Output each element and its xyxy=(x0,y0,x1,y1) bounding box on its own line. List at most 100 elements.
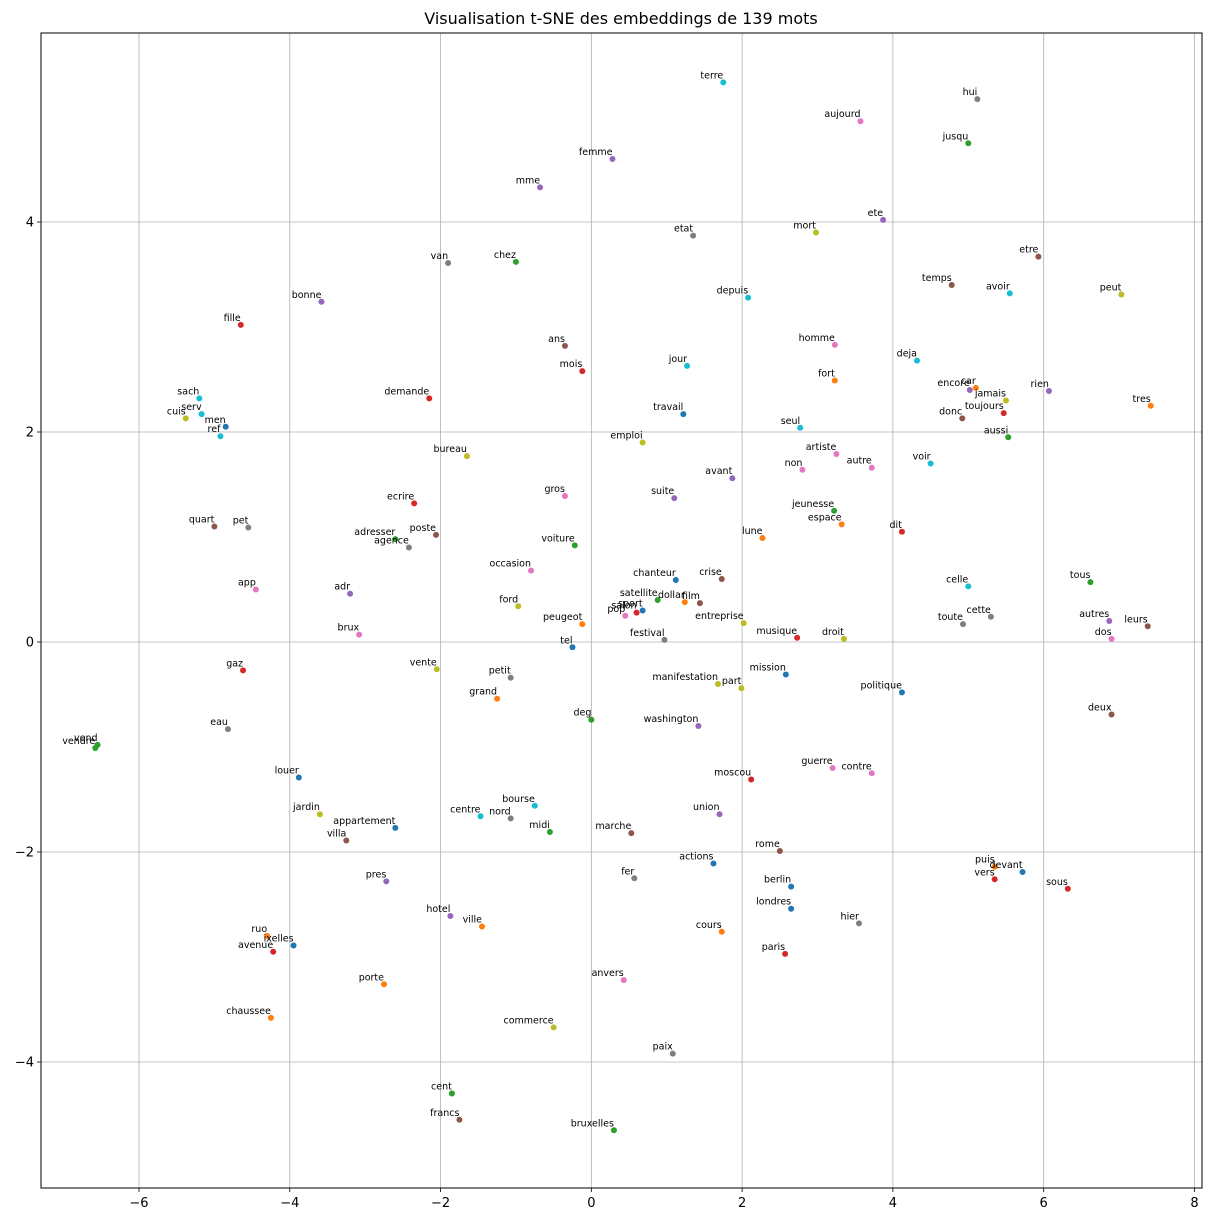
data-point xyxy=(571,542,578,549)
data-label: adresser xyxy=(354,527,395,538)
x-tick-label: 0 xyxy=(587,1196,595,1211)
data-point xyxy=(696,600,703,607)
data-label: bureau xyxy=(434,444,467,455)
data-point xyxy=(1045,388,1052,395)
data-label: etat xyxy=(674,224,693,235)
data-label: chez xyxy=(494,250,516,261)
data-label: temps xyxy=(922,273,952,284)
data-point xyxy=(426,395,433,402)
data-label: cuis xyxy=(167,406,186,417)
data-label: mois xyxy=(560,359,583,370)
data-point xyxy=(1087,579,1094,586)
data-point xyxy=(738,685,745,692)
data-point xyxy=(868,464,875,471)
data-label: cours xyxy=(696,920,722,931)
data-label: travail xyxy=(653,402,683,413)
data-label: louer xyxy=(275,765,299,776)
data-label: film xyxy=(682,591,700,602)
data-label: sport xyxy=(618,599,643,610)
data-point xyxy=(1106,618,1113,624)
data-point xyxy=(528,567,535,574)
data-label: hui xyxy=(963,87,978,98)
data-point xyxy=(537,184,544,191)
data-point xyxy=(716,811,723,818)
data-point xyxy=(252,586,259,593)
data-point xyxy=(92,745,99,752)
data-point xyxy=(788,883,795,890)
data-label: app xyxy=(238,578,256,589)
data-label: etre xyxy=(1019,245,1038,256)
data-point xyxy=(829,765,836,771)
data-label: femme xyxy=(579,147,613,158)
data-point xyxy=(579,621,586,628)
data-point xyxy=(794,634,801,641)
data-point xyxy=(720,79,727,86)
data-label: gros xyxy=(544,484,565,495)
data-label: autre xyxy=(847,456,872,467)
data-label: depuis xyxy=(717,286,749,297)
x-tick-label: 6 xyxy=(1040,1196,1048,1211)
data-label: sous xyxy=(1046,877,1068,888)
data-label: ford xyxy=(499,594,518,605)
data-point xyxy=(898,528,905,535)
data-point xyxy=(356,631,363,638)
data-point xyxy=(290,942,297,949)
data-label: mission xyxy=(750,663,786,674)
data-label: ruo xyxy=(251,924,267,935)
data-label: ete xyxy=(868,208,884,219)
data-label: men xyxy=(205,415,226,426)
data-label: jamais xyxy=(974,389,1006,400)
data-label: devant xyxy=(989,860,1022,871)
x-tick-label: −6 xyxy=(129,1196,148,1211)
data-label: salon xyxy=(611,601,636,612)
data-label: gaz xyxy=(226,658,243,669)
data-point xyxy=(295,774,302,781)
data-label: tres xyxy=(1133,394,1151,405)
data-label: politique xyxy=(861,680,903,691)
data-label: adr xyxy=(334,582,350,593)
data-label: satellite xyxy=(620,588,658,599)
data-point xyxy=(1006,290,1013,297)
data-label: jeunesse xyxy=(791,499,834,510)
data-label: pop xyxy=(607,604,625,615)
data-point xyxy=(620,977,627,984)
data-point xyxy=(550,1024,557,1031)
data-label: hier xyxy=(841,911,860,922)
data-point xyxy=(965,140,972,147)
data-point xyxy=(433,666,440,673)
data-label: villa xyxy=(327,828,346,839)
data-point xyxy=(840,635,847,642)
data-label: fer xyxy=(621,866,634,877)
data-point xyxy=(718,928,725,935)
data-point xyxy=(448,1090,455,1097)
data-label: homme xyxy=(799,333,835,344)
data-label: terre xyxy=(700,70,723,81)
data-label: brux xyxy=(338,623,360,634)
data-point xyxy=(196,395,203,402)
data-label: agence xyxy=(374,536,409,547)
data-point xyxy=(671,495,678,502)
data-label: mme xyxy=(516,175,541,186)
data-labels: terre hui aujourd jusqu femme mme ete mort etat e… xyxy=(62,70,1151,1129)
data-label: jusqu xyxy=(942,131,969,142)
data-point xyxy=(531,802,538,809)
data-point xyxy=(880,216,887,223)
data-label: demande xyxy=(384,386,429,397)
data-point xyxy=(684,362,691,369)
data-point xyxy=(1064,885,1071,892)
data-point xyxy=(740,620,747,627)
data-label: emploi xyxy=(610,431,642,442)
data-label: paris xyxy=(762,942,785,953)
data-point xyxy=(182,415,189,422)
data-point xyxy=(898,689,905,696)
data-point xyxy=(515,603,522,610)
data-label: autres xyxy=(1079,609,1109,620)
data-label: quart xyxy=(189,515,215,526)
data-label: serv xyxy=(181,402,202,413)
data-point xyxy=(456,1116,463,1123)
data-label: crise xyxy=(699,567,722,578)
data-label: vers xyxy=(974,867,994,878)
data-point xyxy=(463,453,470,460)
data-point xyxy=(948,282,955,288)
data-label: toujours xyxy=(965,401,1004,412)
